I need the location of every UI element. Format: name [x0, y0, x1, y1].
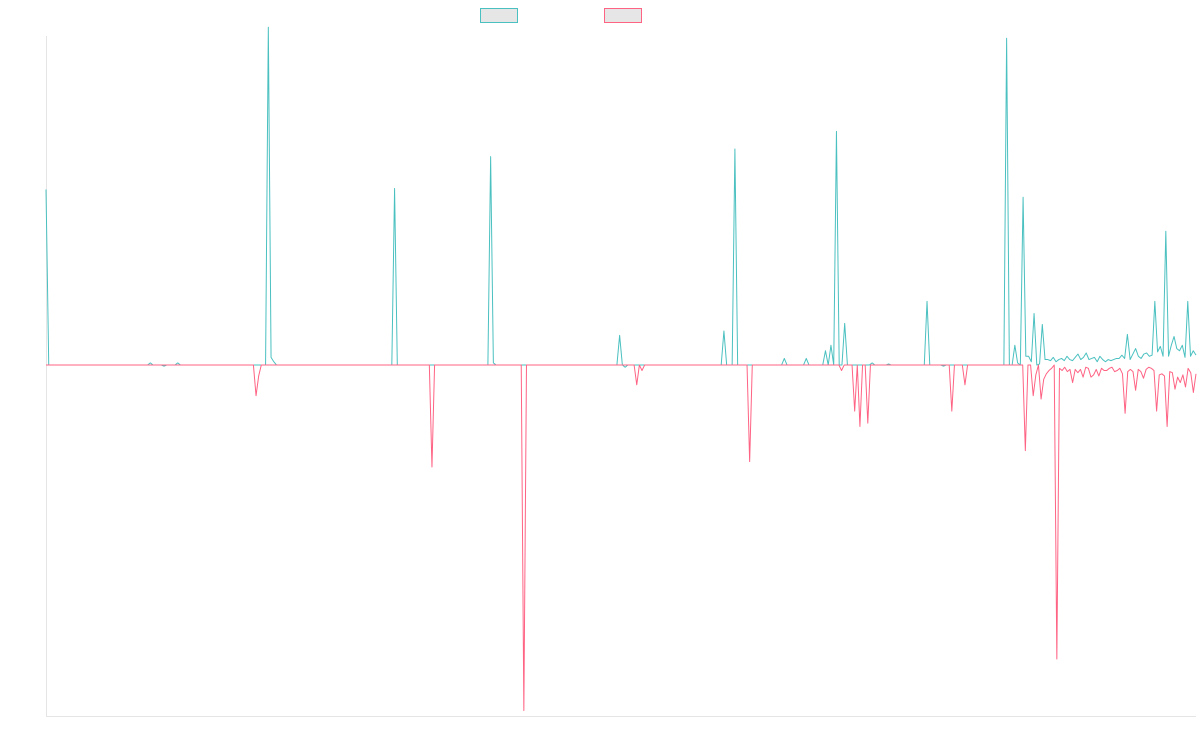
legend — [0, 8, 1200, 28]
legend-swatch-series-1 — [480, 8, 518, 23]
legend-item-series-1[interactable] — [480, 8, 524, 23]
legend-item-series-2[interactable] — [604, 8, 648, 23]
legend-swatch-series-2 — [604, 8, 642, 23]
series-line-1[interactable] — [45, 26, 1197, 368]
series-layer — [45, 26, 1197, 712]
series-line-2[interactable] — [46, 364, 1197, 712]
